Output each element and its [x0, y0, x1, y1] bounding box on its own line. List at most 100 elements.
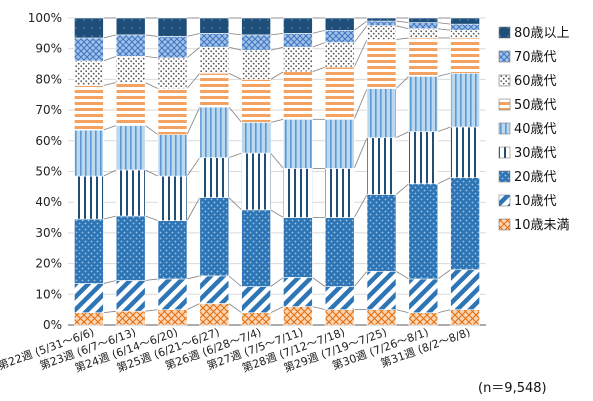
- legend-label: 30歳代: [514, 146, 557, 161]
- series-connector: [145, 55, 159, 59]
- bar-segment-7: [283, 46, 313, 73]
- legend-swatch: [498, 122, 511, 135]
- bar-segment-3: [450, 177, 480, 271]
- bar-segment-4: [74, 175, 104, 220]
- bar-segment-3: [115, 215, 146, 281]
- legend-label: 50歳代: [514, 98, 557, 113]
- bar-segment-5: [115, 125, 146, 171]
- series-connector: [228, 197, 242, 211]
- bar-segment-1: [283, 306, 313, 326]
- bar-segment-7: [408, 28, 439, 39]
- series-connector: [353, 20, 368, 31]
- series-connector: [270, 306, 284, 314]
- bar-segment-8: [199, 33, 230, 48]
- series-connector: [395, 37, 409, 40]
- bar-segment-8: [74, 37, 104, 62]
- bar-segment-8: [366, 20, 397, 26]
- y-tick-label: 60%: [35, 134, 62, 148]
- series-connector: [228, 106, 242, 123]
- bar-segment-8: [283, 33, 313, 48]
- legend-swatch: [498, 74, 511, 87]
- series-connector: [186, 106, 201, 135]
- bar-segment-8: [408, 22, 439, 30]
- y-tick-label: 100%: [28, 11, 62, 25]
- legend-label: 40歳代: [514, 122, 557, 137]
- bar-segment-5: [408, 76, 439, 132]
- y-tick-label: 70%: [35, 103, 62, 117]
- bar-segment-7: [324, 42, 355, 68]
- bar-segment-1: [157, 309, 188, 326]
- series-connector: [353, 271, 368, 287]
- series-connector: [145, 82, 159, 89]
- bar-segment-7: [450, 29, 480, 39]
- series-connector: [395, 25, 409, 30]
- bar-segment-9: [74, 17, 104, 39]
- series-connector: [353, 88, 368, 120]
- series-connector: [437, 309, 451, 314]
- bar-segment-3: [408, 183, 439, 280]
- bar-segment-9: [157, 17, 188, 37]
- bar-segment-5: [366, 88, 397, 139]
- series-connector: [270, 118, 284, 123]
- series-connector: [270, 209, 284, 218]
- series-connector: [228, 72, 242, 80]
- bar-segment-4: [408, 131, 439, 185]
- sample-size-note: (n＝9,548): [478, 381, 547, 396]
- series-connector: [312, 66, 326, 73]
- series-connector: [186, 32, 200, 37]
- series-connector: [186, 275, 200, 280]
- series-connector: [186, 197, 201, 221]
- bar-segment-6: [241, 79, 271, 123]
- bar-segment-1: [408, 312, 439, 326]
- bar-segment-9: [450, 17, 480, 25]
- bar-segment-6: [408, 37, 439, 77]
- bar-segment-2: [450, 269, 480, 310]
- series-connector: [312, 306, 326, 311]
- bar-segment-5: [74, 129, 104, 177]
- bar-segment-6: [366, 39, 397, 89]
- bar-segment-2: [115, 280, 146, 312]
- legend-swatch: [498, 98, 511, 111]
- legend-swatch: [498, 146, 511, 159]
- legend-label: 20歳代: [514, 170, 557, 185]
- bar-segment-1: [115, 310, 146, 326]
- series-connector: [353, 39, 368, 68]
- series-connector: [437, 72, 451, 77]
- series-connector: [353, 137, 368, 169]
- series-connector: [395, 309, 409, 314]
- bar-segment-1: [74, 312, 104, 326]
- series-connector: [228, 46, 242, 51]
- y-tick-label: 20%: [35, 257, 62, 271]
- series-connector: [228, 32, 242, 36]
- legend-label: 60歳代: [514, 74, 557, 89]
- bar-segment-2: [157, 278, 188, 310]
- series-connector: [145, 278, 159, 281]
- bar-segment-8: [241, 34, 271, 51]
- bar-segment-6: [199, 72, 230, 108]
- bar-segment-5: [157, 134, 188, 177]
- bar-segment-3: [366, 194, 397, 272]
- bar-segment-4: [199, 157, 230, 198]
- series-connector: [353, 194, 368, 218]
- series-connector: [144, 125, 159, 135]
- series-connector: [186, 157, 201, 177]
- series-connector: [353, 25, 368, 43]
- bar-segment-7: [366, 25, 397, 40]
- series-connector: [270, 277, 284, 287]
- bar-segment-8: [324, 29, 355, 43]
- legend-label: 80歳以上: [514, 26, 570, 41]
- series-connector: [145, 309, 159, 312]
- y-tick-label: 90%: [35, 42, 62, 56]
- series-connector: [395, 20, 409, 24]
- series-connector: [103, 215, 117, 220]
- series-connector: [103, 125, 117, 131]
- bar-segment-7: [157, 57, 188, 89]
- bar-segment-1: [241, 312, 271, 326]
- bar-segment-4: [157, 175, 188, 221]
- bar-segment-5: [324, 119, 355, 169]
- y-tick-label: 0%: [43, 318, 62, 332]
- bar-segment-2: [199, 275, 230, 304]
- bar-segment-9: [408, 17, 439, 23]
- series-connector: [312, 277, 326, 287]
- legend-swatch: [498, 218, 511, 231]
